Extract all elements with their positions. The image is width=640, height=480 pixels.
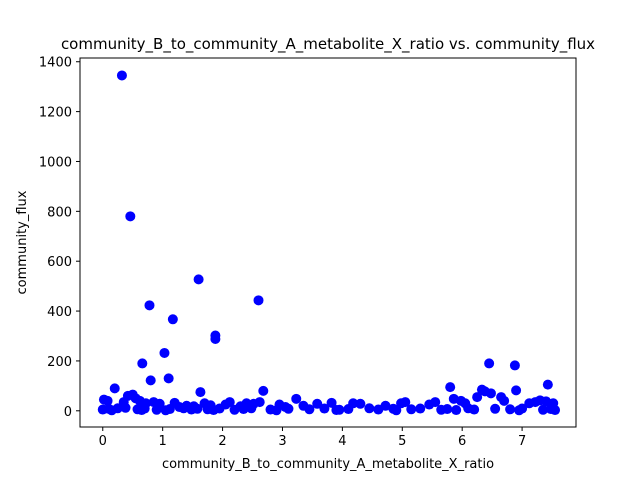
data-point [331, 405, 342, 416]
data-point [254, 397, 265, 408]
data-point [192, 403, 203, 414]
data-point [106, 405, 117, 416]
data-point [415, 403, 426, 414]
data-point [509, 360, 520, 371]
data-point [469, 404, 480, 415]
x-axis-label: community_B_to_community_A_metabolite_X_… [162, 457, 494, 472]
y-tick-label: 1200 [39, 106, 72, 121]
data-point [102, 395, 113, 406]
data-point [451, 405, 462, 416]
ticks-layer: 0 1 2 3 4 5 6 7 0 200 400 600 800 1000 1200 1400 [39, 56, 526, 449]
data-point [229, 404, 240, 415]
data-point [291, 393, 302, 404]
data-point [472, 392, 483, 403]
data-point [430, 397, 441, 408]
y-axis-label: community_flux [15, 190, 30, 294]
data-point [355, 398, 366, 409]
data-point [208, 405, 219, 416]
data-point [514, 405, 525, 416]
data-point [125, 211, 136, 222]
data-point [136, 405, 147, 416]
y-tick-label: 0 [64, 405, 72, 420]
data-point [485, 388, 496, 399]
axes-frame [79, 57, 577, 428]
y-tick-label: 400 [47, 305, 72, 320]
x-tick-label: 2 [218, 434, 226, 449]
chart-title: community_B_to_community_A_metabolite_X_… [61, 35, 595, 54]
data-point [167, 314, 178, 325]
data-point [271, 405, 282, 416]
data-point [238, 404, 249, 415]
data-point [538, 404, 549, 415]
x-tick-label: 4 [338, 434, 346, 449]
data-point [116, 70, 127, 81]
data-point [144, 300, 155, 311]
y-tick-label: 1000 [39, 155, 72, 170]
data-point [304, 404, 315, 415]
y-tick-label: 200 [47, 355, 72, 370]
x-tick-label: 0 [99, 434, 107, 449]
data-point [151, 404, 162, 415]
x-tick-label: 6 [458, 434, 466, 449]
y-tick-label: 600 [47, 255, 72, 270]
data-point [163, 373, 174, 384]
data-point [442, 404, 453, 415]
data-point [511, 385, 522, 396]
data-point [312, 398, 323, 409]
x-tick-label: 1 [159, 434, 167, 449]
data-point [137, 358, 148, 369]
y-tick-label: 800 [47, 205, 72, 220]
x-tick-label: 5 [398, 434, 406, 449]
data-point [400, 397, 411, 408]
data-point [484, 358, 495, 369]
data-point [193, 274, 204, 285]
data-point [145, 375, 156, 386]
data-point [160, 405, 171, 416]
data-point [178, 403, 189, 414]
points-layer [97, 70, 561, 416]
data-point [490, 403, 501, 414]
data-point [550, 405, 561, 416]
data-point [326, 397, 337, 408]
data-point [258, 385, 269, 396]
data-point [319, 403, 330, 414]
x-tick-label: 3 [278, 434, 286, 449]
data-point [283, 403, 294, 414]
data-point [195, 387, 206, 398]
data-point [373, 404, 384, 415]
data-point [505, 404, 516, 415]
data-point [445, 382, 456, 393]
data-point [120, 402, 131, 413]
data-point [210, 333, 221, 344]
data-point [159, 347, 170, 358]
data-point [109, 383, 120, 394]
data-point [246, 403, 257, 414]
data-point [391, 405, 402, 416]
data-point [343, 404, 354, 415]
data-point [364, 403, 375, 414]
data-point [542, 379, 553, 390]
y-tick-label: 1400 [39, 56, 72, 71]
data-point [499, 395, 510, 406]
data-point [224, 397, 235, 408]
data-point [406, 404, 417, 415]
data-point [253, 295, 264, 306]
x-tick-label: 7 [518, 434, 526, 449]
